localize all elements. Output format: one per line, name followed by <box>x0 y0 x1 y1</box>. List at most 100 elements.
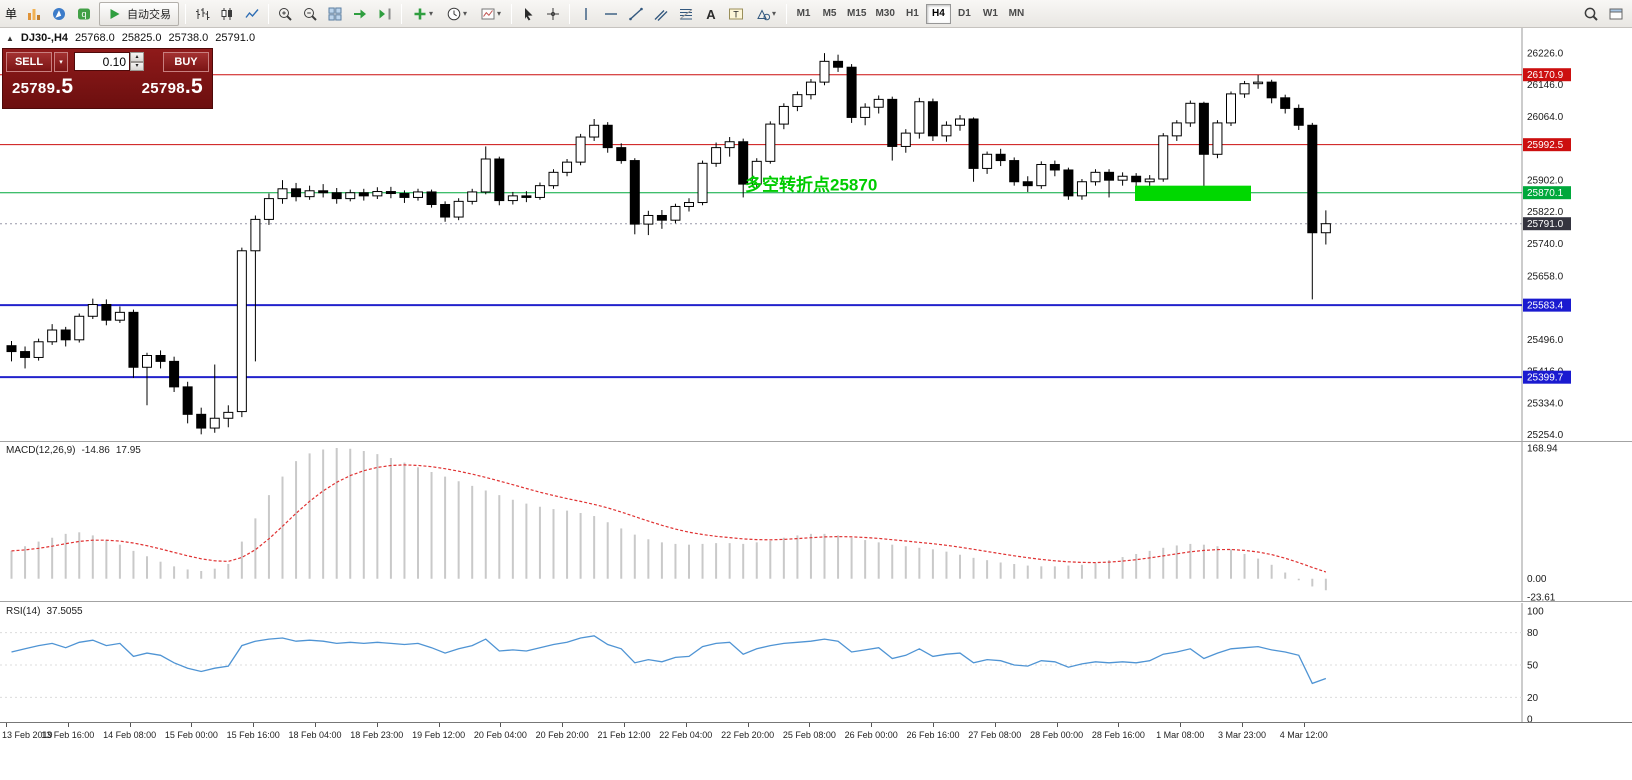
terminal-button[interactable]: q <box>72 2 96 26</box>
navigator-button[interactable] <box>47 2 71 26</box>
crosshair-button[interactable] <box>541 2 565 26</box>
chart-shape <box>982 153 993 169</box>
chart-shift-icon <box>377 6 393 22</box>
time-axis-label: 19 Feb 12:00 <box>412 730 466 740</box>
green-highlight-box[interactable] <box>1135 185 1251 201</box>
zoom-in-button[interactable] <box>273 2 297 26</box>
sell-price[interactable]: 25789.5 <box>12 75 74 98</box>
candle <box>47 324 58 345</box>
chart-shape <box>1253 81 1264 85</box>
price-line-label <box>1523 298 1571 312</box>
chart-shape <box>1280 97 1291 109</box>
bar-chart-button[interactable] <box>190 2 214 26</box>
chart-shape <box>1266 81 1277 99</box>
horizontal-line-button[interactable] <box>599 2 623 26</box>
fibonacci-button[interactable] <box>674 2 698 26</box>
lot-size-input[interactable] <box>74 52 130 71</box>
candle <box>534 182 545 200</box>
lot-decrease-button[interactable]: ▾ <box>130 61 144 71</box>
chart-shape <box>562 161 573 173</box>
chart-shape <box>114 311 125 321</box>
rsi-panel-canvas[interactable]: 100 80 50 20 0 <box>0 603 1632 722</box>
buy-button[interactable]: BUY <box>163 51 209 72</box>
shapes-icon <box>755 6 771 22</box>
price-line-label <box>1523 68 1571 82</box>
auto-scroll-button[interactable] <box>348 2 372 26</box>
candle <box>738 138 749 198</box>
chart-shape <box>724 141 735 149</box>
time-axis-tick <box>933 723 934 727</box>
time-axis-tick <box>809 723 811 727</box>
terminal-icon: q <box>76 6 92 22</box>
candle <box>1090 169 1101 186</box>
vertical-line-icon <box>578 6 594 22</box>
time-axis[interactable]: 13 Feb 2019 13 Feb 16:00 14 Feb 08:00 15 Fe… <box>0 723 1632 748</box>
candle <box>385 186 396 199</box>
macd-panel-canvas[interactable]: 168.94 0.00 -23.61 <box>0 442 1632 601</box>
candle <box>927 98 938 141</box>
timeframe-w1-button[interactable]: W1 <box>978 4 1003 24</box>
timeframe-h4-button[interactable]: H4 <box>925 3 951 24</box>
timeframe-m15-button[interactable]: M15 <box>843 4 870 24</box>
chart-shape <box>128 311 139 368</box>
vertical-line-button[interactable] <box>574 2 598 26</box>
indicators-button[interactable]: ▾ <box>406 2 439 26</box>
lot-increase-button[interactable]: ▴ <box>130 52 144 62</box>
timeframe-h1-button[interactable]: H1 <box>900 4 925 24</box>
chart-shape <box>399 193 410 198</box>
chart-shape <box>738 141 749 185</box>
text-label-icon: T <box>728 6 744 22</box>
trade-options-dropdown[interactable]: ▾ <box>54 51 68 72</box>
candle <box>873 95 884 114</box>
time-axis-tick <box>6 723 7 727</box>
text-label-button[interactable]: T <box>724 2 748 26</box>
chart-shape <box>887 98 898 147</box>
chart-shape <box>304 190 315 198</box>
buy-price[interactable]: 25798.5 <box>141 75 203 98</box>
menu-partial[interactable]: 单 <box>5 7 18 21</box>
chart-shape <box>142 354 152 368</box>
time-axis-label: 15 Feb 16:00 <box>226 730 280 740</box>
templates-button[interactable]: ▾ <box>474 2 507 26</box>
new-window-button[interactable] <box>1604 2 1628 26</box>
cursor-button[interactable] <box>516 2 540 26</box>
tile-windows-button[interactable] <box>323 2 347 26</box>
chart-window[interactable]: 26226.0 26146.0 26064.0 25902.0 25822.0 25740… <box>0 28 1632 780</box>
chart-shape <box>670 205 681 221</box>
chart-shape <box>1022 181 1033 187</box>
shapes-button[interactable]: ▾ <box>749 2 782 26</box>
chevron-down-icon: ▾ <box>59 58 63 66</box>
timeframe-mn-button[interactable]: MN <box>1004 4 1029 24</box>
periods-button[interactable]: ▾ <box>440 2 473 26</box>
market-watch-button[interactable] <box>22 2 46 26</box>
autotrade-button[interactable]: 自动交易 <box>99 1 180 26</box>
timeframe-m30-button[interactable]: M30 <box>871 4 898 24</box>
dropdown-caret-icon: ▾ <box>497 9 502 18</box>
candle <box>169 356 180 392</box>
timeframe-d1-button[interactable]: D1 <box>952 4 977 24</box>
search-button[interactable] <box>1579 2 1603 26</box>
chart-shape <box>684 202 694 207</box>
annotation-text[interactable]: 多空转折点25870 <box>745 174 877 194</box>
line-chart-button[interactable] <box>240 2 264 26</box>
timeframe-m5-button[interactable]: M5 <box>817 4 842 24</box>
symbol-marker-icon: ▲ <box>6 33 14 43</box>
sell-button[interactable]: SELL <box>6 51 52 72</box>
dropdown-caret-icon: ▾ <box>463 9 468 18</box>
chart-shape <box>318 190 329 194</box>
trend-line-button[interactable] <box>624 2 648 26</box>
main-chart-canvas[interactable]: 26226.0 26146.0 26064.0 25902.0 25822.0 25740… <box>0 28 1632 441</box>
text-button[interactable]: A <box>699 2 723 26</box>
zoom-out-button[interactable] <box>298 2 322 26</box>
chart-shape <box>995 153 1006 162</box>
auto-scroll-icon <box>352 6 368 22</box>
panel-separator[interactable] <box>0 601 1632 602</box>
chart-shape <box>223 411 234 419</box>
panel-separator[interactable] <box>0 441 1632 442</box>
equidistant-channel-button[interactable] <box>649 2 673 26</box>
time-axis-label: 1 Mar 08:00 <box>1156 730 1205 740</box>
timeframe-m1-button[interactable]: M1 <box>791 4 816 24</box>
chart-shift-button[interactable] <box>373 2 397 26</box>
time-axis-tick <box>129 723 131 727</box>
candle-chart-button[interactable] <box>215 2 239 26</box>
